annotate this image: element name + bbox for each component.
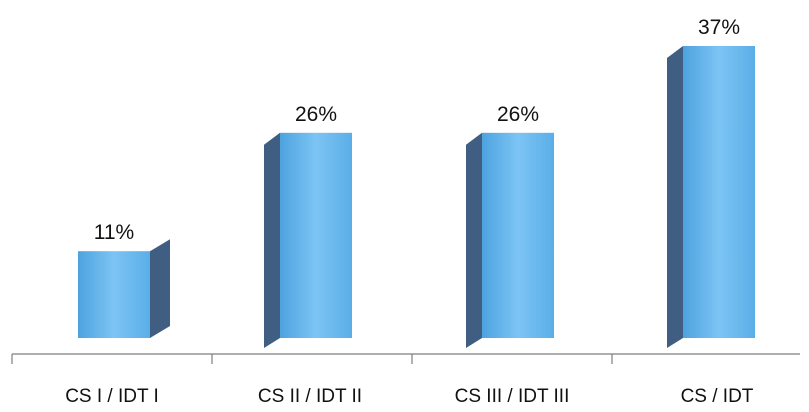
bar xyxy=(466,132,554,348)
category-label: CS III / IDT III xyxy=(455,386,570,407)
bar xyxy=(667,46,755,348)
category-label: CS II / IDT II xyxy=(258,386,362,407)
bar-front xyxy=(280,132,352,338)
bar-front xyxy=(683,46,755,338)
data-label: 11% xyxy=(94,221,134,244)
category-labels-group: CS I / IDT I CS II / IDT II CS III / IDT I… xyxy=(65,386,754,407)
bar-side xyxy=(150,239,170,338)
bar xyxy=(78,239,170,338)
data-label: 26% xyxy=(497,103,539,126)
category-label: CS I / IDT I xyxy=(65,386,159,407)
bar-side xyxy=(264,132,280,348)
data-labels-group: 11% 26% 26% 37% xyxy=(94,16,740,244)
category-label: CS / IDT xyxy=(681,386,754,407)
data-label: 37% xyxy=(698,16,740,39)
x-axis-ticks xyxy=(11,354,613,364)
bars-group xyxy=(78,46,755,348)
bar-side xyxy=(667,46,683,348)
bar-front xyxy=(482,132,554,338)
bar-side xyxy=(466,132,482,348)
bar-front xyxy=(78,251,150,338)
bar xyxy=(264,132,352,348)
data-label: 26% xyxy=(295,103,337,126)
